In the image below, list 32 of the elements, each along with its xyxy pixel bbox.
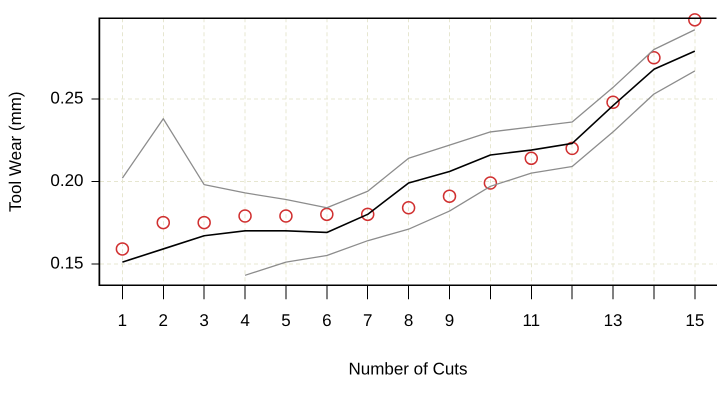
point bbox=[524, 152, 538, 166]
x-tick-label: 9 bbox=[444, 311, 454, 330]
point bbox=[565, 142, 579, 156]
x-tick-label: 8 bbox=[404, 311, 414, 330]
point bbox=[116, 242, 130, 256]
x-tick-label: 15 bbox=[685, 311, 704, 330]
y-tick-label: 0.15 bbox=[50, 253, 84, 272]
point bbox=[402, 200, 416, 214]
y-tick-label: 0.25 bbox=[50, 88, 84, 108]
y-tick-label: 0.20 bbox=[50, 171, 84, 190]
x-tick-label: 6 bbox=[322, 311, 332, 330]
x-tick-label: 5 bbox=[281, 311, 291, 330]
x-tick-label: 7 bbox=[362, 311, 372, 330]
point bbox=[647, 51, 661, 65]
x-tick-label: 4 bbox=[240, 311, 250, 330]
point bbox=[442, 189, 456, 203]
x-tick-label: 11 bbox=[522, 311, 540, 330]
y-axis-title: Tool Wear (mm) bbox=[6, 91, 25, 212]
point bbox=[238, 209, 252, 223]
point bbox=[197, 216, 211, 230]
x-axis-title: Number of Cuts bbox=[348, 359, 468, 378]
point bbox=[484, 176, 498, 190]
point bbox=[360, 208, 374, 222]
x-tick-label: 1 bbox=[118, 311, 128, 330]
point bbox=[320, 208, 334, 222]
point bbox=[688, 13, 702, 27]
point bbox=[606, 96, 620, 110]
x-tick-label: 2 bbox=[158, 311, 168, 330]
x-tick-label: 3 bbox=[199, 311, 209, 330]
point bbox=[279, 209, 293, 223]
x-tick-label: 13 bbox=[604, 311, 623, 330]
point bbox=[156, 216, 170, 230]
